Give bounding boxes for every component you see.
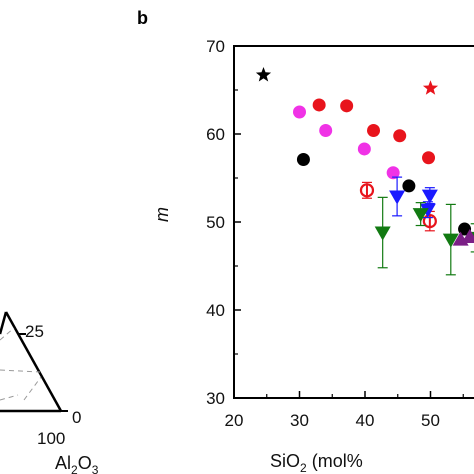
ternary-edge-left [0, 311, 8, 335]
data-point [357, 142, 371, 156]
y-tick-label: 40 [206, 301, 225, 320]
data-point [422, 151, 436, 165]
data-point [340, 99, 354, 113]
data-point [374, 226, 391, 241]
ternary-tick-label-100: 100 [37, 429, 65, 448]
data-point [412, 208, 429, 223]
data-point [389, 190, 406, 205]
y-tick-label: 60 [206, 125, 225, 144]
data-point [367, 123, 381, 137]
ternary-grid-line [0, 369, 41, 373]
data-point [386, 166, 400, 180]
data-point [461, 228, 474, 243]
ternary-grid-line [0, 394, 19, 401]
panel-label-b: b [137, 8, 148, 28]
data-point [422, 80, 439, 95]
y-tick-label: 70 [206, 37, 225, 56]
x-tick-label: 40 [356, 411, 375, 430]
data-point [442, 233, 459, 248]
y-tick-label: 30 [206, 389, 225, 408]
ternary-tick-label-0: 0 [72, 408, 81, 427]
ternary-tick-label-25: 25 [25, 322, 44, 341]
plot-frame [233, 45, 474, 399]
y-tick-label: 50 [206, 213, 225, 232]
ternary-grid-line [23, 376, 42, 401]
data-point [421, 189, 438, 204]
ternary-edge-right [4, 311, 63, 412]
ternary-axis-label: Al2O3 [55, 453, 99, 474]
data-point [319, 123, 333, 137]
data-point [393, 129, 407, 143]
data-point [402, 179, 416, 193]
x-axis-label: SiO2 (mol% [270, 451, 363, 474]
data-point [419, 203, 436, 218]
plot-markers [255, 67, 474, 276]
data-point [255, 67, 272, 82]
x-tick-label: 30 [290, 411, 309, 430]
data-point [312, 98, 326, 112]
x-tick-label: 50 [421, 411, 440, 430]
data-point [296, 153, 310, 167]
ternary-grid-line [0, 327, 15, 341]
y-axis-label: m [152, 207, 172, 222]
data-point [458, 222, 472, 236]
x-tick-label: 20 [225, 411, 244, 430]
ternary-diagram-fragment: 25 0 100 Al2O3 [0, 311, 99, 474]
data-point [293, 105, 306, 119]
